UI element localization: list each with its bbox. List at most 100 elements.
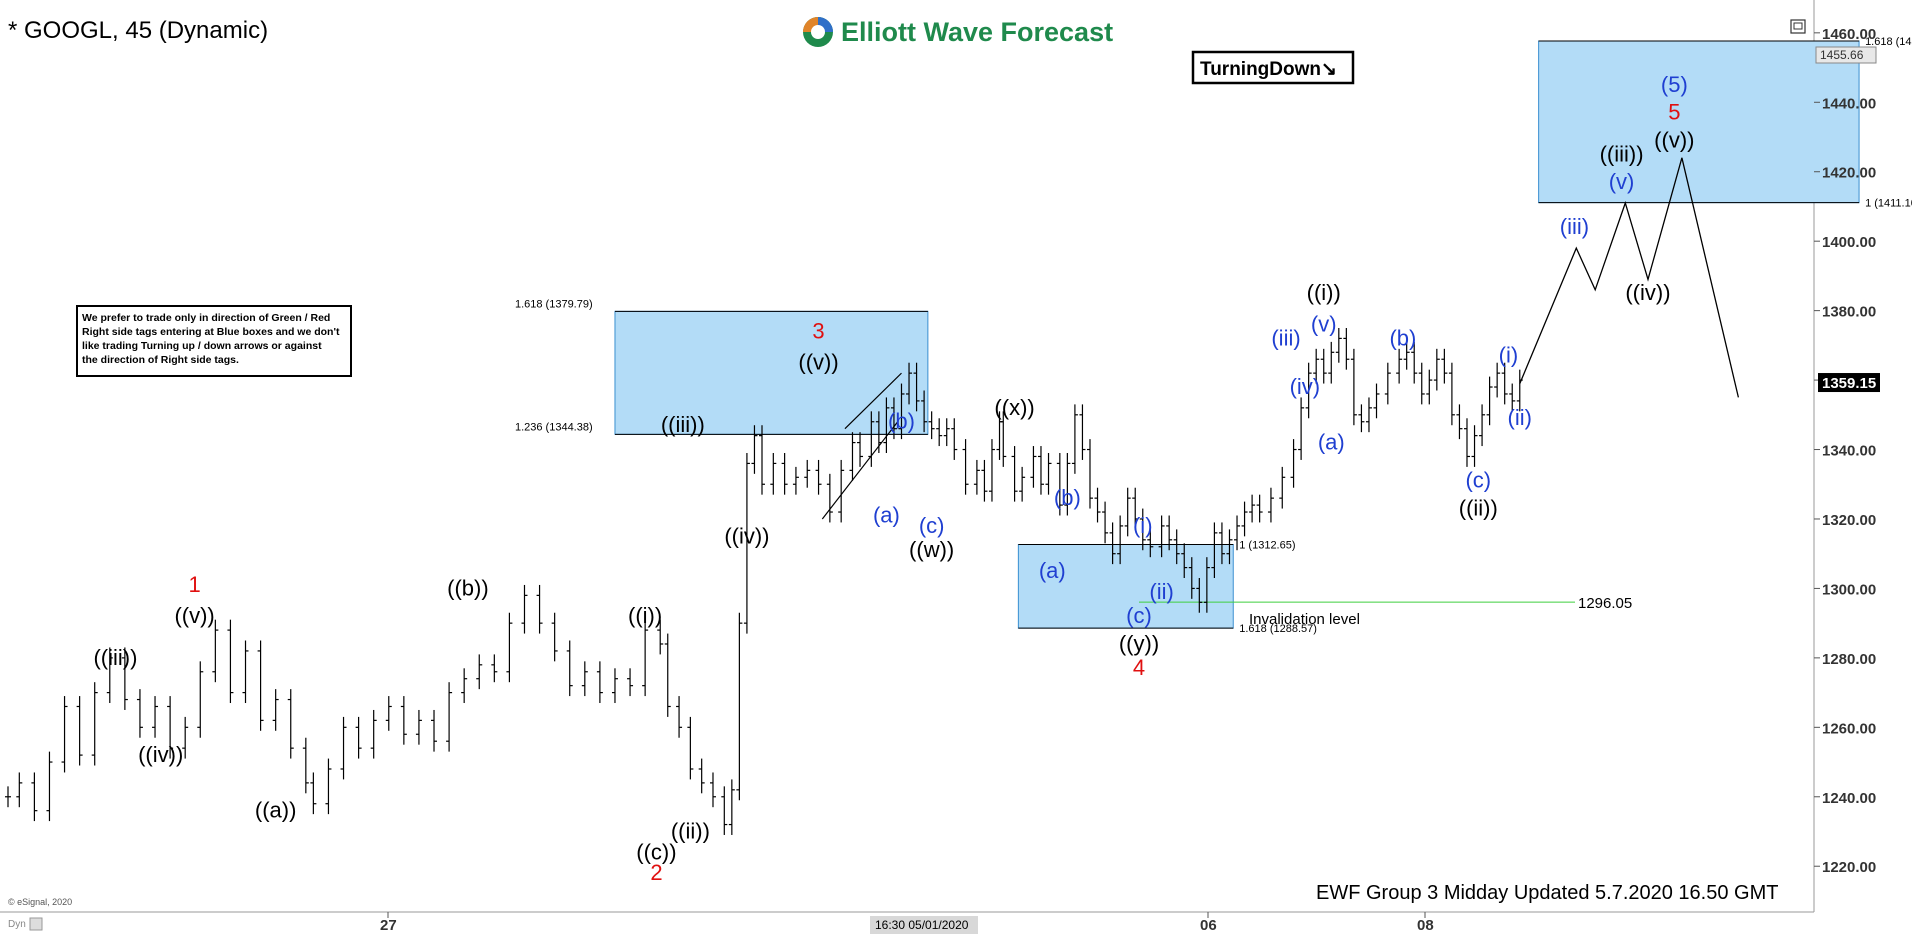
wave-label: ((ii)) bbox=[1459, 496, 1498, 521]
y-tick-label: 1380.00 bbox=[1822, 304, 1876, 321]
copyright: © eSignal, 2020 bbox=[8, 897, 72, 907]
wave-label: (a) bbox=[1039, 558, 1066, 583]
wave-label: ((i)) bbox=[628, 603, 662, 628]
turning-down-frame bbox=[1191, 50, 1355, 85]
wave-label: ((c)) bbox=[636, 839, 676, 864]
crosshair-time-frame bbox=[870, 916, 978, 934]
current-price-tag: 1359.15 bbox=[1818, 373, 1880, 393]
y-tick-label: 1220.00 bbox=[1822, 859, 1876, 876]
wave-label: (b) bbox=[1054, 485, 1081, 510]
fib-box-bottom-label-3: 1 (1411.10) bbox=[1865, 198, 1912, 210]
brand-name: Elliott Wave Forecast bbox=[841, 17, 1113, 47]
y-tick-label: 1260.00 bbox=[1822, 720, 1876, 737]
symbol-title: * GOOGL, 45 (Dynamic) bbox=[8, 17, 268, 44]
wave-label: 5 bbox=[1668, 100, 1680, 125]
wave-label: (iv) bbox=[1290, 374, 1321, 399]
disclaimer-line-3: like trading Turning up / down arrows or… bbox=[82, 340, 322, 352]
fib-box-top-label-2: 1 (1312.65) bbox=[1239, 539, 1295, 551]
wave-label: (c) bbox=[919, 513, 945, 538]
wave-label: (iii) bbox=[1560, 214, 1589, 239]
y-tick-label: 1280.00 bbox=[1822, 651, 1876, 668]
wave-label: ((w)) bbox=[909, 537, 954, 562]
wave-label: (b) bbox=[1389, 325, 1416, 350]
wave-label: ((iii)) bbox=[661, 412, 705, 437]
wave-label: (ii) bbox=[1508, 405, 1532, 430]
y-tick-label: 1440.00 bbox=[1822, 95, 1876, 112]
disclaimer-line-2: Right side tags entering at Blue boxes a… bbox=[82, 326, 340, 338]
ask-price-frame bbox=[1815, 46, 1877, 64]
fib-box-bottom-label-1: 1.236 (1344.38) bbox=[515, 421, 593, 433]
y-tick-label: 1300.00 bbox=[1822, 581, 1876, 598]
x-tick-label: 08 bbox=[1417, 917, 1434, 934]
fib-box-3 bbox=[1538, 40, 1860, 204]
wave-label: 2 bbox=[650, 860, 662, 885]
y-tick-label: 1400.00 bbox=[1822, 234, 1876, 251]
fib-box-top-label-1: 1.618 (1379.79) bbox=[515, 298, 593, 310]
wave-label: (i) bbox=[1133, 513, 1153, 538]
projection-lines bbox=[821, 157, 1740, 520]
wave-label: ((v)) bbox=[174, 603, 214, 628]
disclaimer-line-4: the direction of Right side tags. bbox=[82, 354, 239, 366]
wave-label: ((iv)) bbox=[1625, 280, 1670, 305]
wave-label: (iii) bbox=[1271, 325, 1300, 350]
wave-label: 3 bbox=[812, 318, 824, 343]
disclaimer-line-1: We prefer to trade only in direction of … bbox=[82, 312, 330, 324]
x-tick-label: 06 bbox=[1200, 917, 1217, 934]
wave-labels: 1 ((v)) ((iii)) ((iv)) ((a)) ((b)) ((i)) ((ii))… bbox=[93, 72, 1694, 885]
turning-down-label: TurningDown↘ bbox=[1200, 59, 1337, 80]
triangle-line-2 bbox=[821, 421, 899, 520]
wave-label: (ii) bbox=[1149, 579, 1173, 604]
price-bars bbox=[5, 327, 1523, 835]
wave-label: (5) bbox=[1661, 72, 1688, 97]
wave-label: 1 bbox=[188, 572, 200, 597]
fib-box-2 bbox=[1017, 543, 1234, 629]
wave-label: (b) bbox=[888, 409, 915, 434]
wave-label: ((i)) bbox=[1307, 280, 1341, 305]
wave-label: ((a)) bbox=[255, 798, 297, 823]
dyn-label: Dyn bbox=[8, 919, 26, 930]
crosshair-time-tag: 16:30 05/01/2020 bbox=[870, 916, 978, 934]
wave-label: 4 bbox=[1133, 655, 1145, 680]
wave-label: ((iii)) bbox=[1600, 141, 1644, 166]
ask-price-tag: 1455.66 bbox=[1815, 46, 1877, 64]
wave-label: (i) bbox=[1499, 343, 1519, 368]
fib-box-top-label-3: 1.618 (1457.65) bbox=[1865, 36, 1912, 48]
y-tick-label: 1240.00 bbox=[1822, 790, 1876, 807]
turning-down-tag: TurningDown↘ bbox=[1191, 50, 1355, 85]
wave-label: ((iv)) bbox=[138, 742, 183, 767]
current-price-value: 1359.15 bbox=[1822, 375, 1876, 392]
wave-label: ((v)) bbox=[1654, 127, 1694, 152]
disclaimer-frame bbox=[76, 305, 352, 377]
dyn-toggle[interactable] bbox=[29, 917, 43, 931]
restore-window-icon[interactable] bbox=[1790, 19, 1806, 34]
invalidation-label: Invalidation level bbox=[1249, 611, 1360, 628]
time-axis: 27 06 08 bbox=[380, 912, 1434, 934]
wave-label: ((b)) bbox=[447, 575, 489, 600]
y-tick-label: 1340.00 bbox=[1822, 443, 1876, 460]
wave-label: ((v)) bbox=[798, 350, 838, 375]
invalidation-value: 1296.05 bbox=[1578, 595, 1632, 612]
wave-label: ((x)) bbox=[994, 395, 1034, 420]
x-tick-label: 27 bbox=[380, 917, 397, 934]
projection-path bbox=[1519, 157, 1740, 398]
wave-label: ((iii)) bbox=[93, 645, 137, 670]
y-tick-label: 1320.00 bbox=[1822, 512, 1876, 529]
fib-boxes: 1.618 (1379.79) 1.236 (1344.38) 1 (1312.65… bbox=[515, 36, 1912, 635]
wave-label: ((y)) bbox=[1119, 631, 1159, 656]
wave-label: (c) bbox=[1465, 468, 1491, 493]
crosshair-time-value: 16:30 05/01/2020 bbox=[875, 918, 969, 932]
y-tick-label: 1460.00 bbox=[1822, 26, 1876, 43]
disclaimer-box: We prefer to trade only in direction of … bbox=[76, 305, 352, 377]
current-price-frame bbox=[1818, 373, 1880, 393]
fib-box-bottom-label-2: 1.618 (1288.57) bbox=[1239, 623, 1317, 635]
triangle-line-1 bbox=[844, 372, 902, 430]
wave-label: ((ii)) bbox=[671, 818, 710, 843]
y-tick-label: 1420.00 bbox=[1822, 165, 1876, 182]
wave-label: (v) bbox=[1609, 169, 1635, 194]
wave-label: (v) bbox=[1311, 311, 1337, 336]
brand-logo: Elliott Wave Forecast bbox=[803, 17, 1113, 47]
wave-label: ((iv)) bbox=[724, 523, 769, 548]
footer-note: EWF Group 3 Midday Updated 5.7.2020 16.5… bbox=[1316, 882, 1778, 904]
wave-label: (a) bbox=[1318, 430, 1345, 455]
